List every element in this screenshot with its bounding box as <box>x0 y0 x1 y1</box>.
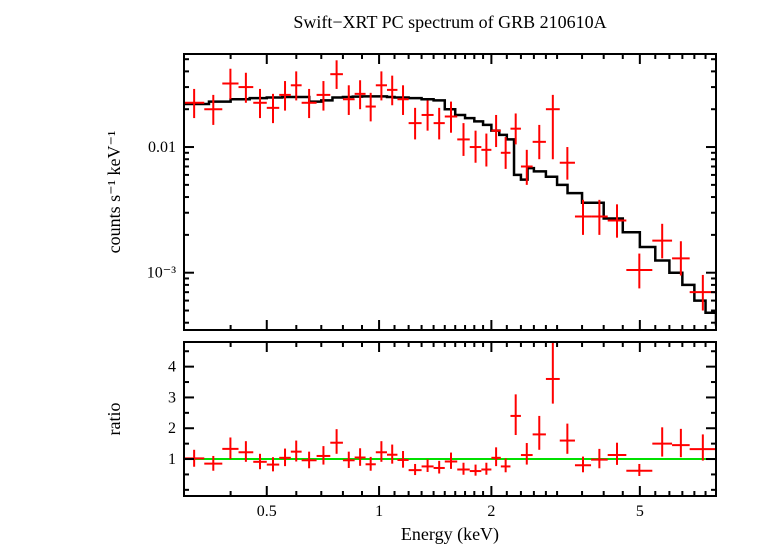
chart-container: 0.5 1 2 5 10⁻³ 0.01 1 2 3 4 Swift−XRT PC spectrum … <box>0 0 758 556</box>
svg-text:0.5: 0.5 <box>257 503 277 520</box>
svg-text:0.01: 0.01 <box>148 139 176 156</box>
chart-svg: 0.5 1 2 5 10⁻³ 0.01 1 2 3 4 Swift−XRT PC spectrum … <box>0 0 758 556</box>
svg-text:5: 5 <box>636 503 644 520</box>
svg-text:10⁻³: 10⁻³ <box>147 265 176 282</box>
svg-text:4: 4 <box>168 359 176 376</box>
svg-text:Energy (keV): Energy (keV) <box>401 524 499 545</box>
svg-text:1: 1 <box>168 451 176 468</box>
svg-text:counts s⁻¹ keV⁻¹: counts s⁻¹ keV⁻¹ <box>104 131 124 254</box>
svg-text:2: 2 <box>168 420 176 437</box>
svg-text:ratio: ratio <box>104 403 124 436</box>
svg-text:Swift−XRT PC spectrum of GRB 2: Swift−XRT PC spectrum of GRB 210610A <box>293 12 606 32</box>
svg-text:2: 2 <box>487 503 495 520</box>
svg-text:3: 3 <box>168 389 176 406</box>
svg-text:1: 1 <box>375 503 383 520</box>
